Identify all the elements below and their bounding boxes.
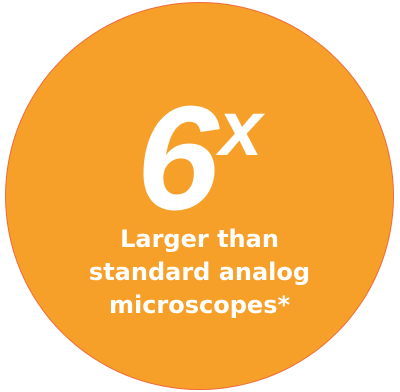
caption-line: Larger than [120,225,279,253]
badge-caption: Larger than standard analog microscopes* [46,223,353,322]
magnification-value: 6x [6,85,393,233]
caption-line: standard analog [88,258,311,286]
caption-line: microscopes* [108,291,291,319]
magnification-unit: x [218,84,263,172]
magnification-number: 6 [136,76,219,241]
magnification-badge: 6x Larger than standard analog microscop… [6,3,393,389]
